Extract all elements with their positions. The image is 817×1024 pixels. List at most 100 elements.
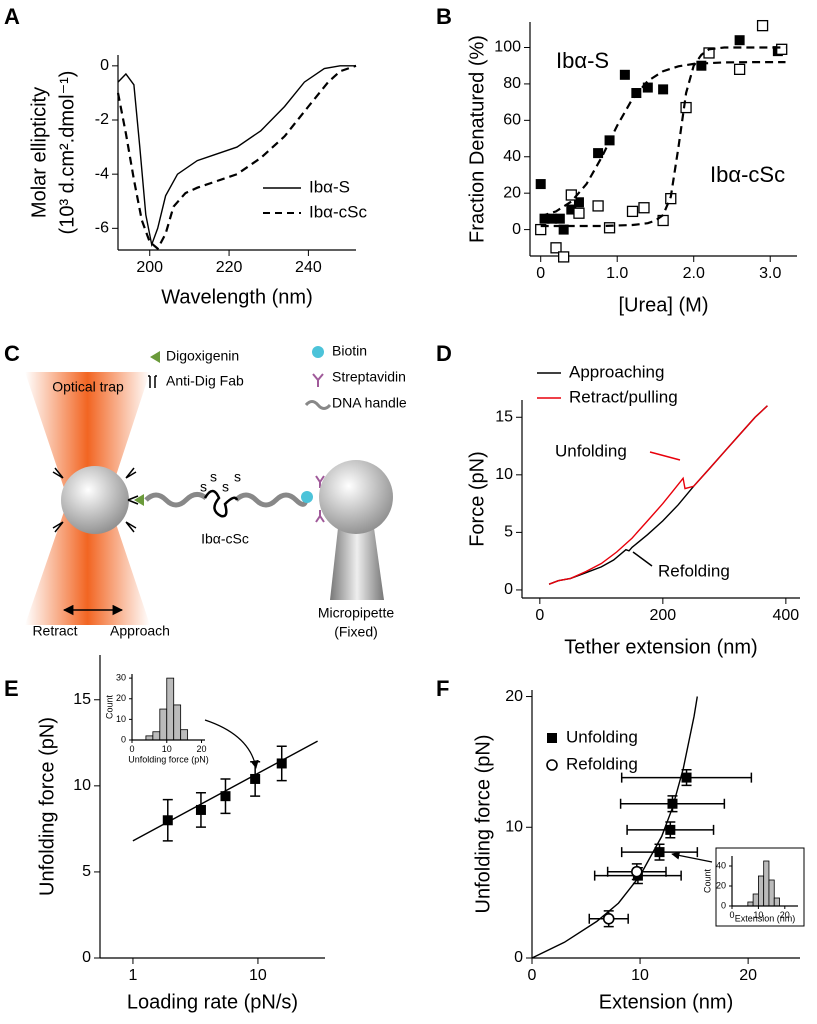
y-axis-label: Unfolding force (pN) bbox=[472, 735, 494, 914]
x-tick-label: 10 bbox=[631, 967, 649, 984]
y-tick-label: 10 bbox=[73, 777, 91, 794]
legend-icon bbox=[312, 373, 324, 387]
y-tick-label: 0 bbox=[721, 900, 726, 910]
y-axis-label: Count bbox=[702, 869, 712, 894]
y-axis-label: Force (pN) bbox=[466, 451, 488, 547]
x-tick-label: 2.0 bbox=[683, 265, 705, 282]
marker bbox=[566, 204, 577, 215]
x-tick-label: 10 bbox=[249, 967, 267, 984]
legend-icon bbox=[150, 351, 160, 363]
marker bbox=[195, 804, 206, 815]
y-tick-label: 0 bbox=[82, 949, 91, 966]
bar bbox=[758, 875, 765, 907]
marker bbox=[638, 202, 650, 214]
line bbox=[132, 740, 318, 842]
diagram: C Optical trap s s s s Ibα-cSc Micropipe… bbox=[4, 341, 407, 640]
annotation: Refolding bbox=[658, 561, 730, 580]
marker bbox=[681, 772, 692, 783]
marker bbox=[756, 19, 769, 32]
x-tick-label: 240 bbox=[295, 259, 322, 276]
legend-label: Ibα-S bbox=[309, 177, 350, 196]
bar bbox=[773, 897, 780, 907]
legend-label: Refolding bbox=[566, 754, 638, 773]
marker bbox=[642, 82, 653, 93]
panel-label: E bbox=[4, 676, 19, 701]
legend-label: Retract/pulling bbox=[569, 387, 678, 406]
y-tick-label: 5 bbox=[82, 863, 91, 880]
y-tick-label: 40 bbox=[503, 148, 521, 165]
bead bbox=[319, 460, 393, 534]
panel-label: A bbox=[4, 4, 20, 29]
y-tick-label: 20 bbox=[116, 693, 126, 703]
bar bbox=[752, 893, 759, 907]
y-tick-label: -2 bbox=[95, 111, 109, 128]
digoxigenin bbox=[134, 494, 144, 506]
label: Approach bbox=[110, 623, 170, 639]
marker bbox=[573, 197, 584, 208]
bar bbox=[173, 704, 182, 741]
marker bbox=[776, 43, 788, 55]
marker bbox=[665, 824, 676, 835]
marker bbox=[573, 207, 585, 219]
dna-handle bbox=[234, 492, 309, 508]
line bbox=[531, 696, 698, 959]
panel-label: C bbox=[4, 341, 20, 366]
label: Ibα-cSc bbox=[201, 531, 249, 547]
y-axis-label: Fraction Denatured (%) bbox=[466, 35, 488, 243]
line bbox=[548, 405, 768, 585]
bar bbox=[166, 677, 175, 741]
marker bbox=[626, 205, 639, 218]
x-tick-label: 20 bbox=[739, 967, 757, 984]
legend-label: Approaching bbox=[569, 362, 664, 381]
y-tick-label: 10 bbox=[495, 466, 513, 483]
label: DNA handle bbox=[332, 395, 407, 411]
bar bbox=[145, 735, 154, 741]
x-tick-label: 0 bbox=[528, 967, 537, 984]
marker bbox=[734, 35, 745, 46]
inset-frame bbox=[715, 847, 805, 927]
y-axis-label: (10³ d.cm².dmol⁻¹) bbox=[56, 71, 78, 235]
y-axis-label: Molar ellipticity bbox=[28, 87, 50, 218]
bar bbox=[152, 731, 161, 741]
x-tick-label: 3.0 bbox=[759, 265, 781, 282]
biotin bbox=[301, 491, 313, 503]
marker bbox=[703, 47, 715, 59]
y-tick-label: 40 bbox=[716, 860, 726, 870]
x-tick-label: 10 bbox=[753, 910, 763, 920]
line bbox=[540, 46, 786, 228]
x-axis-label: [Urea] (M) bbox=[619, 294, 709, 316]
panel-label: D bbox=[436, 341, 452, 366]
disulfide: s bbox=[234, 469, 241, 485]
antibodies bbox=[52, 467, 139, 533]
marker bbox=[220, 791, 231, 802]
y-tick-label: 10 bbox=[116, 714, 126, 724]
y-tick-label: 0 bbox=[121, 734, 126, 744]
marker bbox=[539, 213, 550, 224]
marker bbox=[680, 101, 692, 114]
x-axis-label: Loading rate (pN/s) bbox=[127, 991, 298, 1013]
x-tick-label: 200 bbox=[649, 607, 676, 624]
x-tick-label: 200 bbox=[136, 259, 163, 276]
disulfide: s bbox=[200, 479, 207, 495]
marker bbox=[654, 847, 665, 858]
y-axis-label: Count bbox=[104, 695, 114, 720]
label: Retract bbox=[32, 623, 77, 639]
marker bbox=[550, 242, 562, 254]
x-axis-label: Tether extension (nm) bbox=[564, 636, 757, 658]
x-tick-label: 20 bbox=[780, 910, 790, 920]
y-tick-label: 20 bbox=[716, 880, 726, 890]
x-axis-label: Extension (nm) bbox=[599, 991, 734, 1013]
marker bbox=[696, 60, 707, 71]
x-axis-label: Extension (nm) bbox=[735, 913, 796, 923]
dna-handle bbox=[144, 492, 208, 508]
label: Streptavidin bbox=[332, 369, 406, 385]
disulfide: s bbox=[210, 469, 217, 485]
marker bbox=[535, 223, 547, 236]
x-axis-label: Unfolding force (pN) bbox=[128, 754, 209, 764]
marker bbox=[558, 224, 569, 235]
panel-label: F bbox=[436, 676, 449, 701]
x-tick-label: 1.0 bbox=[606, 265, 628, 282]
y-tick-label: -4 bbox=[95, 165, 109, 182]
marker bbox=[658, 84, 669, 95]
marker bbox=[162, 815, 173, 826]
